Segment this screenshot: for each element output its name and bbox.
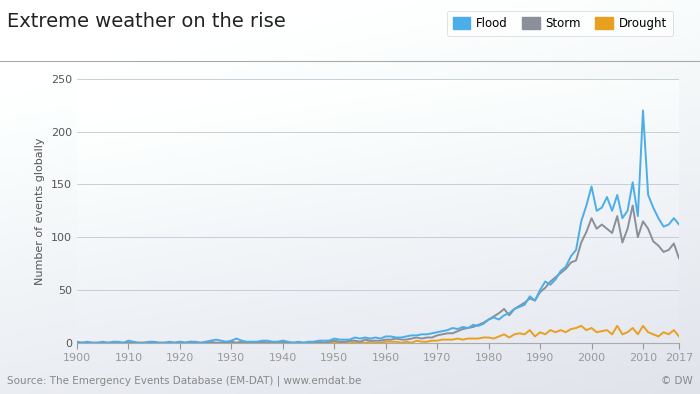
- Drought: [536, 330, 545, 335]
- Flood: [541, 279, 550, 284]
- Y-axis label: Number of events globally: Number of events globally: [36, 137, 46, 284]
- Line: Flood: Flood: [77, 110, 679, 343]
- Flood: [78, 340, 86, 345]
- Text: © DW: © DW: [662, 376, 693, 386]
- Flood: [552, 277, 560, 282]
- Flood: [145, 339, 153, 344]
- Text: Extreme weather on the rise: Extreme weather on the rise: [7, 12, 286, 31]
- Drought: [196, 340, 204, 345]
- Storm: [73, 340, 81, 345]
- Drought: [546, 328, 554, 333]
- Storm: [675, 256, 683, 261]
- Flood: [675, 222, 683, 227]
- Storm: [140, 340, 148, 345]
- Drought: [675, 334, 683, 339]
- Flood: [73, 339, 81, 344]
- Drought: [489, 336, 498, 341]
- Storm: [629, 203, 637, 208]
- Storm: [196, 340, 204, 345]
- Storm: [546, 279, 554, 284]
- Text: Source: The Emergency Events Database (EM-DAT) | www.emdat.be: Source: The Emergency Events Database (E…: [7, 375, 361, 386]
- Line: Storm: Storm: [77, 206, 679, 343]
- Flood: [284, 339, 292, 344]
- Drought: [279, 338, 287, 343]
- Storm: [536, 290, 545, 294]
- Drought: [577, 323, 585, 328]
- Legend: Flood, Storm, Drought: Flood, Storm, Drought: [447, 11, 673, 35]
- Drought: [140, 340, 148, 345]
- Flood: [495, 317, 503, 322]
- Line: Drought: Drought: [77, 326, 679, 343]
- Drought: [73, 340, 81, 345]
- Storm: [279, 340, 287, 345]
- Storm: [489, 314, 498, 319]
- Flood: [639, 108, 648, 113]
- Flood: [202, 339, 210, 344]
